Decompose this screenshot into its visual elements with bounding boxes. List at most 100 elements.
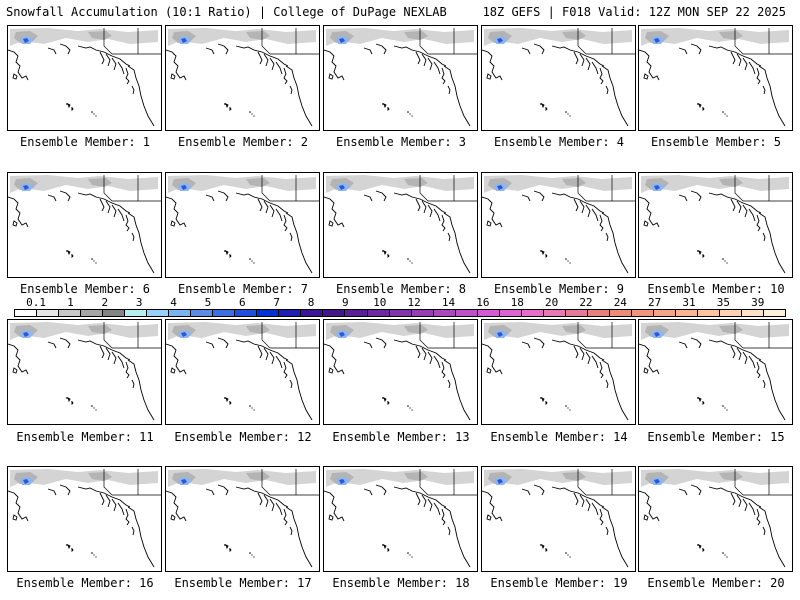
colorbar-tick-label: 4 <box>170 296 177 309</box>
colorbar-swatch <box>147 310 170 316</box>
snow-cover <box>484 28 632 46</box>
member-map <box>482 175 635 274</box>
coastlines <box>324 484 471 568</box>
snow-cover <box>10 322 158 340</box>
colorbar-swatch <box>125 310 148 316</box>
coastlines <box>639 43 786 127</box>
colorbar-tick-label: 5 <box>204 296 212 309</box>
member-map <box>324 175 477 274</box>
colorbar-tick-label: 6 <box>238 296 246 309</box>
member-map <box>324 322 477 421</box>
member-label: Ensemble Member: 7 <box>177 282 309 296</box>
borders <box>419 175 477 202</box>
coastlines <box>324 43 471 127</box>
member-panel-9 <box>481 172 636 278</box>
member-label: Ensemble Member: 9 <box>493 282 625 296</box>
islands <box>697 250 728 264</box>
member-label: Ensemble Member: 2 <box>177 135 309 149</box>
coastlines <box>166 43 313 127</box>
colorbar-swatch <box>543 310 566 316</box>
colorbar-swatch <box>587 310 610 316</box>
snow-cover <box>484 469 632 487</box>
member-label: Ensemble Member: 13 <box>332 430 470 444</box>
islands <box>540 103 571 117</box>
colorbar-swatch <box>499 310 522 316</box>
coastlines <box>8 43 155 127</box>
member-panel-7 <box>165 172 320 278</box>
snow-cover <box>10 28 158 46</box>
borders <box>419 28 477 55</box>
islands <box>224 250 255 264</box>
member-panel-5 <box>638 25 793 131</box>
member-map <box>8 322 161 421</box>
colorbar-swatch <box>411 310 434 316</box>
coastlines <box>324 190 471 274</box>
borders <box>577 469 635 496</box>
coastlines <box>166 484 313 568</box>
colorbar-swatch <box>433 310 456 316</box>
colorbar-tick-label: 16 <box>476 296 490 309</box>
member-panel-17 <box>165 466 320 572</box>
islands <box>540 250 571 264</box>
coastlines <box>8 337 155 421</box>
borders <box>261 469 319 496</box>
snowfall-colorbar <box>14 309 786 317</box>
colorbar-tick-label: 35 <box>716 296 731 309</box>
islands <box>382 544 413 558</box>
snow-cover <box>326 469 474 487</box>
member-label: Ensemble Member: 10 <box>647 282 785 296</box>
colorbar-swatch <box>609 310 632 316</box>
member-label: Ensemble Member: 12 <box>174 430 312 444</box>
islands <box>697 397 728 411</box>
borders <box>103 175 161 202</box>
snow-cover <box>326 175 474 193</box>
member-map <box>166 322 319 421</box>
member-label: Ensemble Member: 14 <box>490 430 628 444</box>
islands <box>697 544 728 558</box>
colorbar-swatch <box>213 310 236 316</box>
colorbar-swatch <box>565 310 588 316</box>
member-panel-6 <box>7 172 162 278</box>
snow-cover <box>168 322 316 340</box>
member-label: Ensemble Member: 4 <box>493 135 625 149</box>
islands <box>382 103 413 117</box>
borders <box>734 28 792 55</box>
member-panel-15 <box>638 319 793 425</box>
borders <box>577 175 635 202</box>
coastlines <box>482 43 629 127</box>
snow-cover <box>326 322 474 340</box>
colorbar-tick-label: 9 <box>342 296 349 309</box>
colorbar-tick-label: 18 <box>510 296 524 309</box>
snow-cover <box>168 469 316 487</box>
member-map <box>639 469 792 568</box>
islands <box>224 103 255 117</box>
member-map <box>482 322 635 421</box>
colorbar-swatch <box>191 310 214 316</box>
snow-cover <box>326 28 474 46</box>
snow-cover <box>168 175 316 193</box>
member-panel-12 <box>165 319 320 425</box>
colorbar-tick-label: 31 <box>682 296 696 309</box>
coastlines <box>166 337 313 421</box>
borders <box>419 469 477 496</box>
islands <box>540 544 571 558</box>
snow-cover <box>641 175 789 193</box>
colorbar-swatch <box>15 310 38 316</box>
borders <box>734 469 792 496</box>
coastlines <box>8 190 155 274</box>
member-panel-10 <box>638 172 793 278</box>
borders <box>261 175 319 202</box>
islands <box>66 397 97 411</box>
colorbar-tick-label: 1 <box>67 296 74 309</box>
model-run-info: 18Z GEFS | F018 Valid: 12Z MON SEP 22 20… <box>482 5 786 19</box>
colorbar-tick-label: 39 <box>751 296 765 309</box>
colorbar-swatch <box>279 310 302 316</box>
member-panel-11 <box>7 319 162 425</box>
coastlines <box>639 190 786 274</box>
snow-cover <box>484 322 632 340</box>
member-map <box>166 469 319 568</box>
colorbar-tick-label: 14 <box>441 296 456 309</box>
member-panel-19 <box>481 466 636 572</box>
coastlines <box>482 337 629 421</box>
member-panel-3 <box>323 25 478 131</box>
